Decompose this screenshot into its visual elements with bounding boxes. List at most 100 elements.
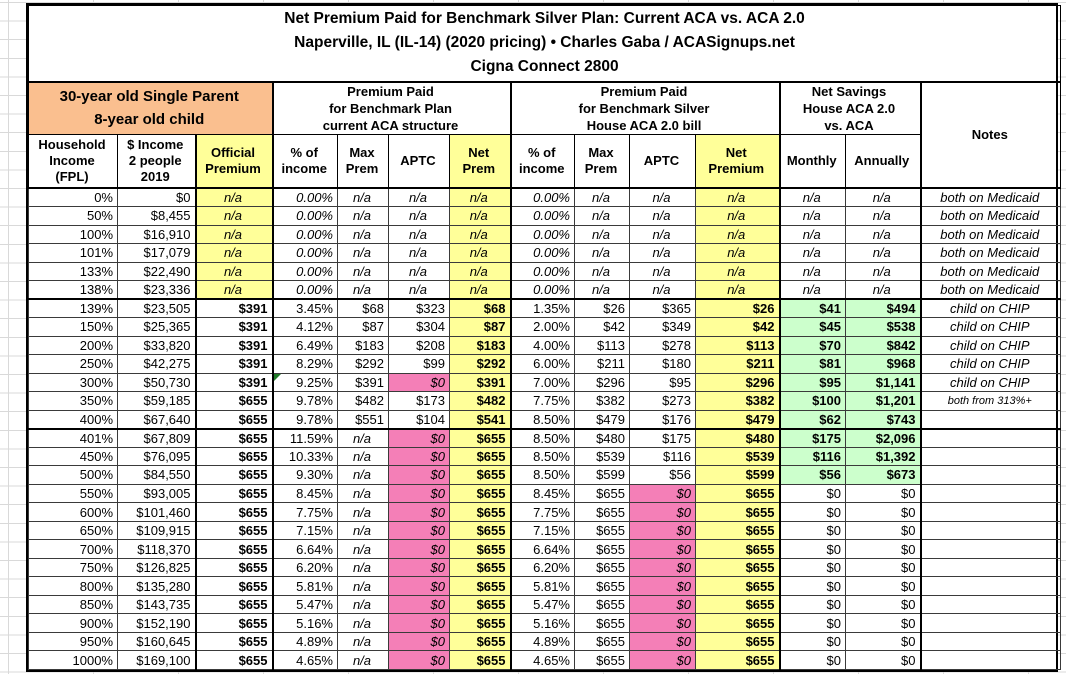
cell-aca2-max-prem[interactable]: $382 <box>574 391 630 411</box>
cell-savings-monthly[interactable]: n/a <box>779 224 846 245</box>
column-header-aca2-max-prem[interactable]: Max Prem <box>574 133 630 189</box>
cell-aca-pct-income[interactable]: 0.00% <box>272 261 338 282</box>
cell-savings-monthly[interactable]: $0 <box>779 557 846 578</box>
cell-aca2-pct-income[interactable]: 8.50% <box>510 465 575 485</box>
cell-aca-net-prem[interactable]: $655 <box>449 631 512 652</box>
cell-official-premium[interactable]: $655 <box>195 557 274 578</box>
cell-income[interactable]: $67,809 <box>117 427 197 448</box>
cell-aca2-max-prem[interactable]: $599 <box>574 465 630 485</box>
cell-savings-annually[interactable]: $1,392 <box>845 446 922 467</box>
cell-aca2-net-premium[interactable]: $26 <box>695 298 781 319</box>
cell-aca2-pct-income[interactable]: 2.00% <box>510 317 575 337</box>
cell-notes[interactable] <box>919 446 1062 467</box>
cell-fpl[interactable]: 600% <box>28 502 118 522</box>
cell-aca2-net-premium[interactable]: $655 <box>695 557 781 578</box>
cell-aca2-pct-income[interactable]: 5.81% <box>510 576 575 596</box>
cell-aca-max-prem[interactable]: $482 <box>337 391 389 411</box>
cell-fpl[interactable]: 200% <box>28 335 118 356</box>
cell-aca-aptc[interactable]: $0 <box>388 594 450 615</box>
cell-savings-annually[interactable]: $0 <box>845 631 922 652</box>
cell-aca2-net-premium[interactable]: $655 <box>695 613 781 633</box>
cell-income[interactable]: $169,100 <box>117 650 197 670</box>
cell-aca-aptc[interactable]: $0 <box>388 446 450 467</box>
group-header-aca20[interactable]: Premium Paid for Benchmark Silver House … <box>510 81 781 135</box>
cell-income[interactable]: $76,095 <box>117 446 197 467</box>
cell-aca-max-prem[interactable]: n/a <box>337 427 389 448</box>
cell-savings-monthly[interactable]: $116 <box>779 446 846 467</box>
cell-aca2-aptc[interactable]: $116 <box>629 446 696 467</box>
cell-aca2-aptc[interactable]: $0 <box>629 483 696 504</box>
cell-aca-aptc[interactable]: $0 <box>388 483 450 504</box>
cell-notes[interactable] <box>919 594 1062 615</box>
cell-savings-monthly[interactable]: $81 <box>779 354 846 374</box>
cell-aca2-net-premium[interactable]: $480 <box>695 427 781 448</box>
cell-fpl[interactable]: 133% <box>28 261 118 282</box>
cell-aca-max-prem[interactable]: $391 <box>337 372 389 393</box>
cell-aca2-max-prem[interactable]: $26 <box>574 298 630 319</box>
column-header-aca2-pct-income[interactable]: % of income <box>510 133 575 189</box>
cell-savings-annually[interactable]: n/a <box>845 224 922 245</box>
cell-aca-net-prem[interactable]: $655 <box>449 465 512 485</box>
cell-aca2-max-prem[interactable]: $211 <box>574 354 630 374</box>
cell-income[interactable]: $118,370 <box>117 539 197 559</box>
cell-aca-max-prem[interactable]: n/a <box>337 224 389 245</box>
cell-savings-monthly[interactable]: $100 <box>779 391 846 411</box>
cell-aca2-pct-income[interactable]: 4.89% <box>510 631 575 652</box>
cell-aca-pct-income[interactable]: 10.33% <box>272 446 338 467</box>
cell-savings-annually[interactable]: $0 <box>845 539 922 559</box>
cell-income[interactable]: $8,455 <box>117 206 197 226</box>
cell-income[interactable]: $143,735 <box>117 594 197 615</box>
cell-official-premium[interactable]: $391 <box>195 335 274 356</box>
cell-savings-annually[interactable]: $0 <box>845 576 922 596</box>
cell-aca2-net-premium[interactable]: $655 <box>695 502 781 522</box>
cell-aca-aptc[interactable]: $0 <box>388 650 450 670</box>
cell-aca2-pct-income[interactable]: 8.50% <box>510 446 575 467</box>
cell-aca-max-prem[interactable]: n/a <box>337 650 389 670</box>
cell-income[interactable]: $67,640 <box>117 409 197 430</box>
cell-aca2-net-premium[interactable]: $655 <box>695 520 781 541</box>
cell-aca2-max-prem[interactable]: $655 <box>574 520 630 541</box>
cell-aca2-pct-income[interactable]: 7.00% <box>510 372 575 393</box>
cell-aca-net-prem[interactable]: $183 <box>449 335 512 356</box>
cell-aca2-net-premium[interactable]: n/a <box>695 187 781 208</box>
cell-savings-annually[interactable]: n/a <box>845 261 922 282</box>
cell-savings-annually[interactable]: n/a <box>845 187 922 208</box>
cell-aca2-pct-income[interactable]: 5.16% <box>510 613 575 633</box>
cell-aca2-pct-income[interactable]: 7.75% <box>510 391 575 411</box>
cell-notes[interactable]: child on CHIP <box>919 354 1062 374</box>
cell-aca-net-prem[interactable]: $482 <box>449 391 512 411</box>
cell-aca-net-prem[interactable]: n/a <box>449 224 512 245</box>
cell-aca-max-prem[interactable]: $292 <box>337 354 389 374</box>
cell-aca2-pct-income[interactable]: 0.00% <box>510 187 575 208</box>
cell-savings-annually[interactable]: $842 <box>845 335 922 356</box>
cell-aca-pct-income[interactable]: 6.64% <box>272 539 338 559</box>
cell-aca-net-prem[interactable]: $68 <box>449 298 512 319</box>
cell-aca-max-prem[interactable]: n/a <box>337 613 389 633</box>
cell-notes[interactable] <box>919 427 1062 448</box>
cell-aca-net-prem[interactable]: $655 <box>449 650 512 670</box>
cell-notes[interactable] <box>919 613 1062 633</box>
cell-aca2-max-prem[interactable]: n/a <box>574 261 630 282</box>
cell-aca-max-prem[interactable]: n/a <box>337 187 389 208</box>
cell-aca2-net-premium[interactable]: $479 <box>695 409 781 430</box>
cell-aca-aptc[interactable]: $104 <box>388 409 450 430</box>
cell-aca-pct-income[interactable]: 8.29% <box>272 354 338 374</box>
cell-fpl[interactable]: 101% <box>28 243 118 263</box>
cell-aca-net-prem[interactable]: $655 <box>449 613 512 633</box>
cell-aca2-net-premium[interactable]: $296 <box>695 372 781 393</box>
cell-aca2-aptc[interactable]: $56 <box>629 465 696 485</box>
cell-aca-pct-income[interactable]: 0.00% <box>272 224 338 245</box>
cell-aca-aptc[interactable]: n/a <box>388 187 450 208</box>
cell-savings-monthly[interactable]: $70 <box>779 335 846 356</box>
cell-aca2-aptc[interactable]: n/a <box>629 243 696 263</box>
cell-fpl[interactable]: 50% <box>28 206 118 226</box>
cell-aca-net-prem[interactable]: $655 <box>449 539 512 559</box>
cell-income[interactable]: $25,365 <box>117 317 197 337</box>
cell-aca-net-prem[interactable]: $655 <box>449 594 512 615</box>
cell-income[interactable]: $23,336 <box>117 280 197 300</box>
cell-aca2-aptc[interactable]: n/a <box>629 224 696 245</box>
cell-aca2-net-premium[interactable]: $655 <box>695 631 781 652</box>
cell-savings-monthly[interactable]: $0 <box>779 576 846 596</box>
cell-aca2-net-premium[interactable]: n/a <box>695 261 781 282</box>
cell-aca2-max-prem[interactable]: n/a <box>574 187 630 208</box>
